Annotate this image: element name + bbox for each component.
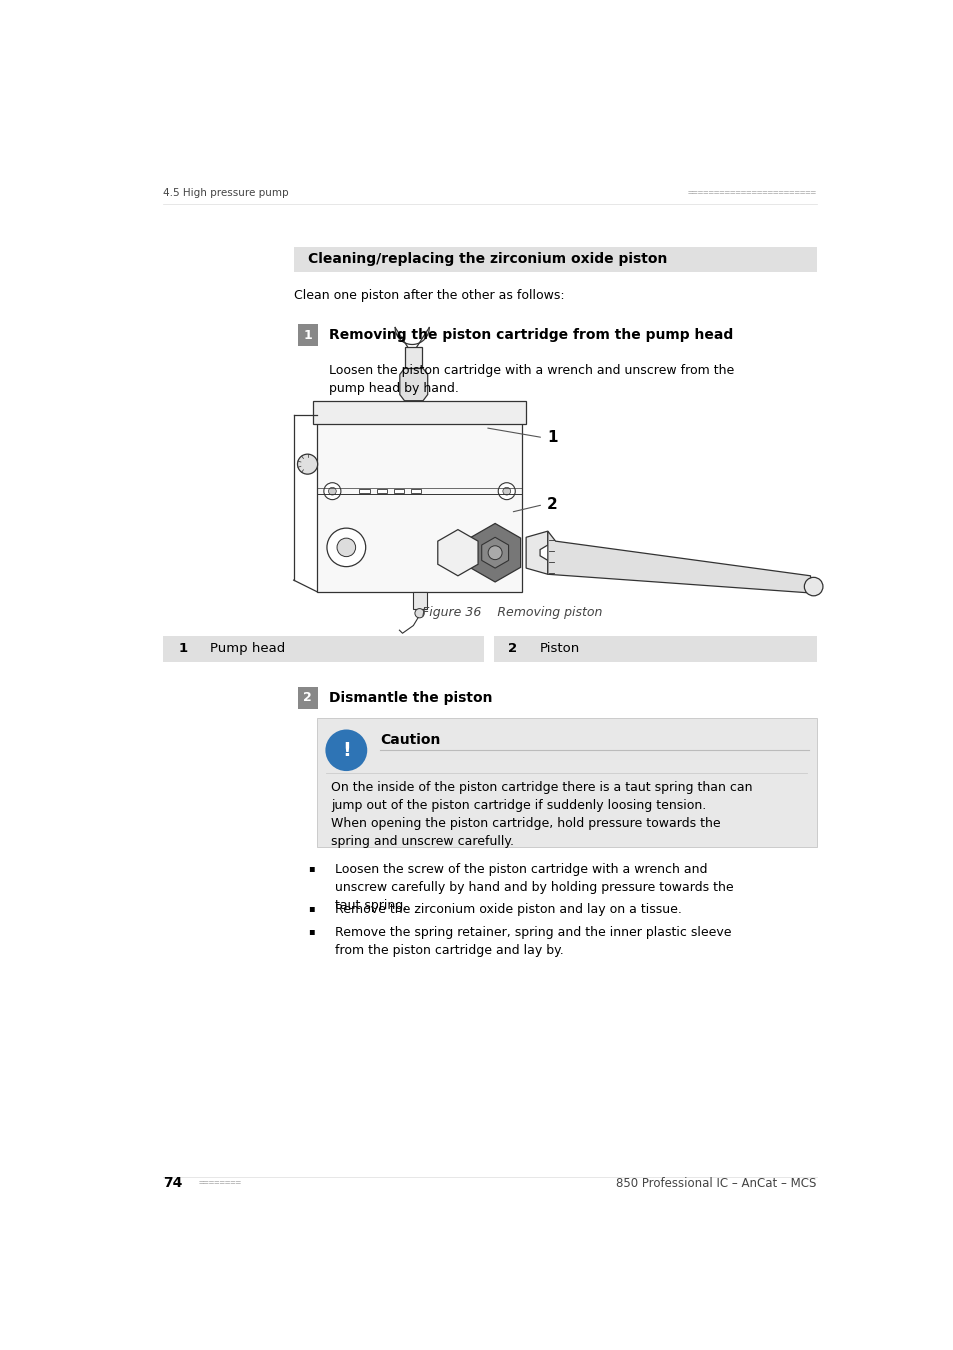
Text: !: ! [341,741,351,760]
Polygon shape [525,531,547,574]
FancyBboxPatch shape [493,636,816,661]
Text: Pump head: Pump head [210,643,285,655]
Text: Piston: Piston [538,643,578,655]
Circle shape [803,578,822,595]
Text: Clean one piston after the other as follows:: Clean one piston after the other as foll… [294,289,563,302]
FancyBboxPatch shape [163,636,484,661]
Polygon shape [481,537,508,568]
Circle shape [497,483,515,499]
Text: 1: 1 [546,431,557,446]
Text: Removing the piston cartridge from the pump head: Removing the piston cartridge from the p… [329,328,733,343]
Circle shape [502,487,510,495]
FancyBboxPatch shape [410,489,420,494]
Text: ▪: ▪ [308,863,314,872]
Circle shape [491,533,518,562]
Polygon shape [469,524,520,582]
Circle shape [488,545,501,560]
Circle shape [498,541,511,554]
Circle shape [415,609,424,618]
FancyBboxPatch shape [297,324,317,346]
Text: ▪: ▪ [308,903,314,913]
Text: ========: ======== [198,1179,241,1188]
Text: Cleaning/replacing the zirconium oxide piston: Cleaning/replacing the zirconium oxide p… [307,252,666,266]
FancyBboxPatch shape [313,401,525,424]
Text: 2: 2 [508,643,517,655]
FancyBboxPatch shape [297,687,317,709]
Text: Remove the spring retainer, spring and the inner plastic sleeve
from the piston : Remove the spring retainer, spring and t… [335,926,730,957]
Text: 1: 1 [303,329,312,342]
Circle shape [325,729,367,771]
Text: 74: 74 [163,1176,183,1189]
Text: Figure 36    Removing piston: Figure 36 Removing piston [421,606,601,618]
Polygon shape [437,529,477,576]
Text: 2: 2 [546,497,558,512]
Polygon shape [399,369,427,401]
Polygon shape [547,531,810,593]
Text: Loosen the screw of the piston cartridge with a wrench and
unscrew carefully by : Loosen the screw of the piston cartridge… [335,863,733,911]
Text: Loosen the piston cartridge with a wrench and unscrew from the
pump head by hand: Loosen the piston cartridge with a wrenc… [329,363,734,394]
FancyBboxPatch shape [412,591,426,609]
FancyBboxPatch shape [376,489,386,494]
Text: 850 Professional IC – AnCat – MCS: 850 Professional IC – AnCat – MCS [616,1176,816,1189]
FancyBboxPatch shape [359,489,369,494]
Text: On the inside of the piston cartridge there is a taut spring than can
jump out o: On the inside of the piston cartridge th… [331,782,752,813]
Text: Remove the zirconium oxide piston and lay on a tissue.: Remove the zirconium oxide piston and la… [335,903,680,915]
Circle shape [297,454,317,474]
Text: 4.5 High pressure pump: 4.5 High pressure pump [163,188,289,198]
FancyBboxPatch shape [294,247,816,273]
FancyBboxPatch shape [316,718,816,848]
Circle shape [336,539,355,556]
Text: ========================: ======================== [687,188,816,197]
Text: Caution: Caution [380,733,440,747]
Circle shape [328,487,335,495]
Text: Dismantle the piston: Dismantle the piston [329,691,493,705]
FancyBboxPatch shape [316,414,521,591]
Text: 1: 1 [179,643,188,655]
Circle shape [327,528,365,567]
Text: ▪: ▪ [308,926,314,936]
Text: 2: 2 [303,691,312,705]
FancyBboxPatch shape [405,347,422,369]
Circle shape [323,483,340,499]
Text: When opening the piston cartridge, hold pressure towards the
spring and unscrew : When opening the piston cartridge, hold … [331,817,720,848]
FancyBboxPatch shape [394,489,403,494]
